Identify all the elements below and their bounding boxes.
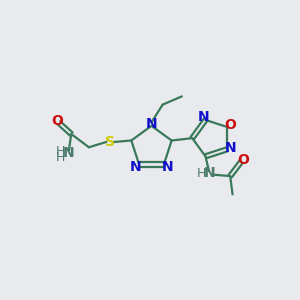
Text: H: H xyxy=(197,167,206,180)
Text: H: H xyxy=(56,151,65,164)
Text: N: N xyxy=(130,160,141,174)
Text: O: O xyxy=(224,118,236,131)
Text: N: N xyxy=(63,146,75,160)
Text: N: N xyxy=(204,167,215,180)
Text: N: N xyxy=(146,117,157,131)
Text: N: N xyxy=(225,141,236,155)
Text: N: N xyxy=(197,110,209,124)
Text: N: N xyxy=(162,160,173,174)
Text: O: O xyxy=(237,153,249,166)
Text: S: S xyxy=(105,135,115,149)
Text: H: H xyxy=(56,145,65,158)
Text: O: O xyxy=(52,114,63,128)
